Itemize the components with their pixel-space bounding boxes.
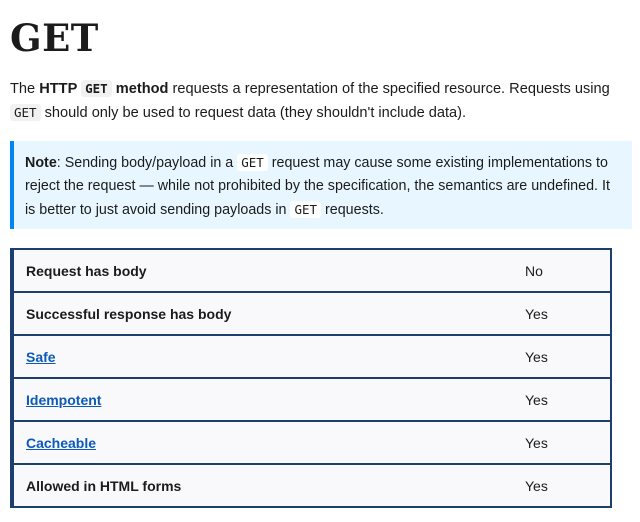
property-link-cacheable[interactable]: Cacheable — [26, 434, 97, 451]
properties-table: Request has body No Successful response ha… — [10, 248, 612, 508]
intro-paragraph: The HTTP GET method requests a represent… — [10, 77, 620, 125]
property-label-cell: Safe — [10, 334, 513, 379]
intro-strong-http: HTTP — [39, 81, 82, 97]
property-value: Yes — [513, 291, 612, 336]
intro-text-3: should only be used to request data (the… — [40, 105, 467, 121]
intro-text-2: requests a representation of the specifi… — [168, 81, 610, 97]
note-text-1: : Sending body/payload in a — [56, 155, 238, 171]
table-row: Idempotent Yes — [10, 377, 612, 422]
note-label: Note — [25, 155, 57, 171]
properties-table-body: Request has body No Successful response ha… — [10, 248, 612, 508]
property-label-cell: Cacheable — [10, 420, 513, 465]
property-value: Yes — [513, 377, 612, 422]
table-row: Cacheable Yes — [10, 420, 612, 465]
property-value: Yes — [513, 334, 612, 379]
property-label-cell: Allowed in HTML forms — [10, 463, 513, 508]
property-value: Yes — [513, 420, 612, 465]
property-link-idempotent[interactable]: Idempotent — [26, 391, 102, 408]
property-link-safe[interactable]: Safe — [26, 348, 56, 365]
note-code-2: GET — [290, 201, 322, 218]
property-label: Allowed in HTML forms — [26, 477, 182, 494]
table-row: Successful response has body Yes — [10, 291, 612, 336]
table-row: Safe Yes — [10, 334, 612, 379]
property-value: No — [513, 248, 612, 293]
note-callout: Note: Sending body/payload in a GET requ… — [10, 141, 632, 229]
property-label-cell: Idempotent — [10, 377, 513, 422]
page-title: GET — [10, 16, 99, 60]
intro-text-1: The — [10, 81, 40, 97]
note-code-1: GET — [237, 154, 268, 171]
property-label: Successful response has body — [26, 305, 232, 322]
property-value: Yes — [513, 463, 612, 508]
intro-strong: HTTP GET method — [39, 80, 169, 97]
property-label-cell: Request has body — [10, 248, 513, 293]
intro-strong-code: GET — [81, 80, 112, 97]
intro-code: GET — [10, 104, 41, 121]
property-label: Request has body — [26, 262, 147, 279]
intro-strong-method: method — [111, 81, 169, 97]
table-row: Allowed in HTML forms Yes — [10, 463, 612, 508]
note-text-3: requests. — [321, 202, 384, 218]
property-label-cell: Successful response has body — [10, 291, 513, 336]
note-text-2: request may cause some existing implemen… — [25, 155, 610, 218]
table-row: Request has body No — [10, 248, 612, 293]
